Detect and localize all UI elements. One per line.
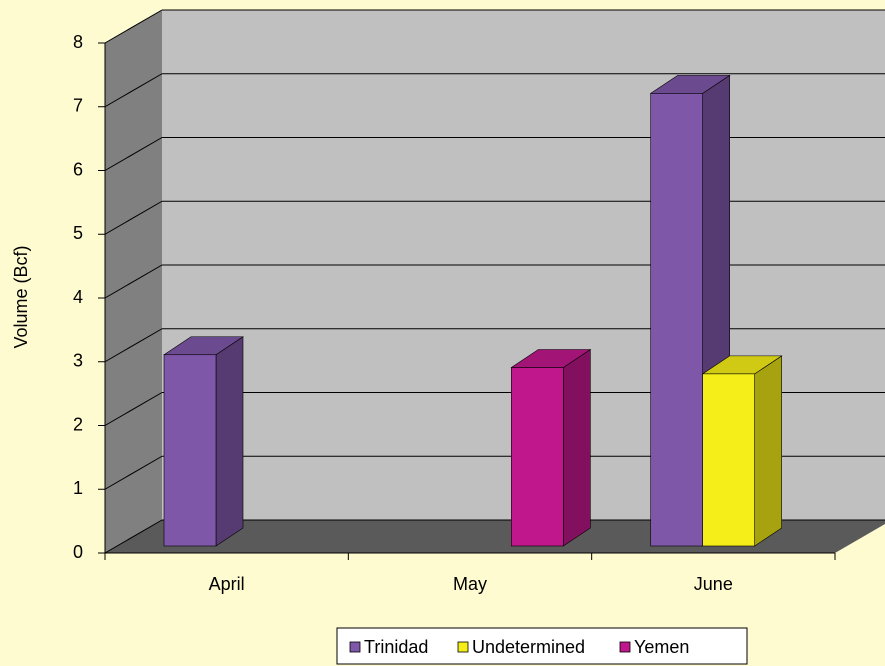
grid-line — [104, 392, 163, 426]
legend-swatch — [349, 641, 361, 653]
y-axis-label: Volume (Bcf) — [11, 245, 31, 348]
x-tick-label: June — [694, 574, 733, 594]
y-tick-label: 1 — [73, 478, 83, 498]
bar — [702, 373, 755, 547]
grid-line — [104, 9, 163, 44]
grid-line — [104, 328, 163, 363]
bar — [511, 367, 564, 547]
y-tick-label: 0 — [73, 542, 83, 562]
bar — [163, 354, 217, 547]
grid-line — [104, 137, 163, 171]
bar — [650, 93, 703, 547]
grid-line — [104, 73, 163, 108]
y-tick-label: 3 — [73, 351, 83, 371]
bar-side — [563, 348, 591, 547]
y-tick-label: 4 — [73, 287, 83, 307]
y-tick-label: 8 — [73, 32, 83, 52]
y-tick-label: 2 — [73, 414, 83, 434]
y-tick-label: 6 — [73, 159, 83, 179]
bar-side — [754, 355, 782, 547]
x-tick-label: May — [453, 574, 487, 594]
grid-line — [104, 455, 163, 490]
bar-side — [215, 336, 244, 547]
grid-line — [104, 264, 163, 299]
x-tick-label: April — [209, 574, 245, 594]
legend-label: Undetermined — [472, 637, 585, 657]
legend-swatch — [457, 641, 469, 653]
legend-box — [336, 627, 748, 665]
y-tick-label: 5 — [73, 223, 83, 243]
legend-label: Trinidad — [364, 637, 428, 657]
legend-label: Yemen — [634, 637, 689, 657]
legend-swatch — [619, 641, 631, 653]
grid-line — [104, 200, 163, 235]
grid-line — [104, 519, 163, 554]
y-tick-label: 7 — [73, 96, 83, 116]
